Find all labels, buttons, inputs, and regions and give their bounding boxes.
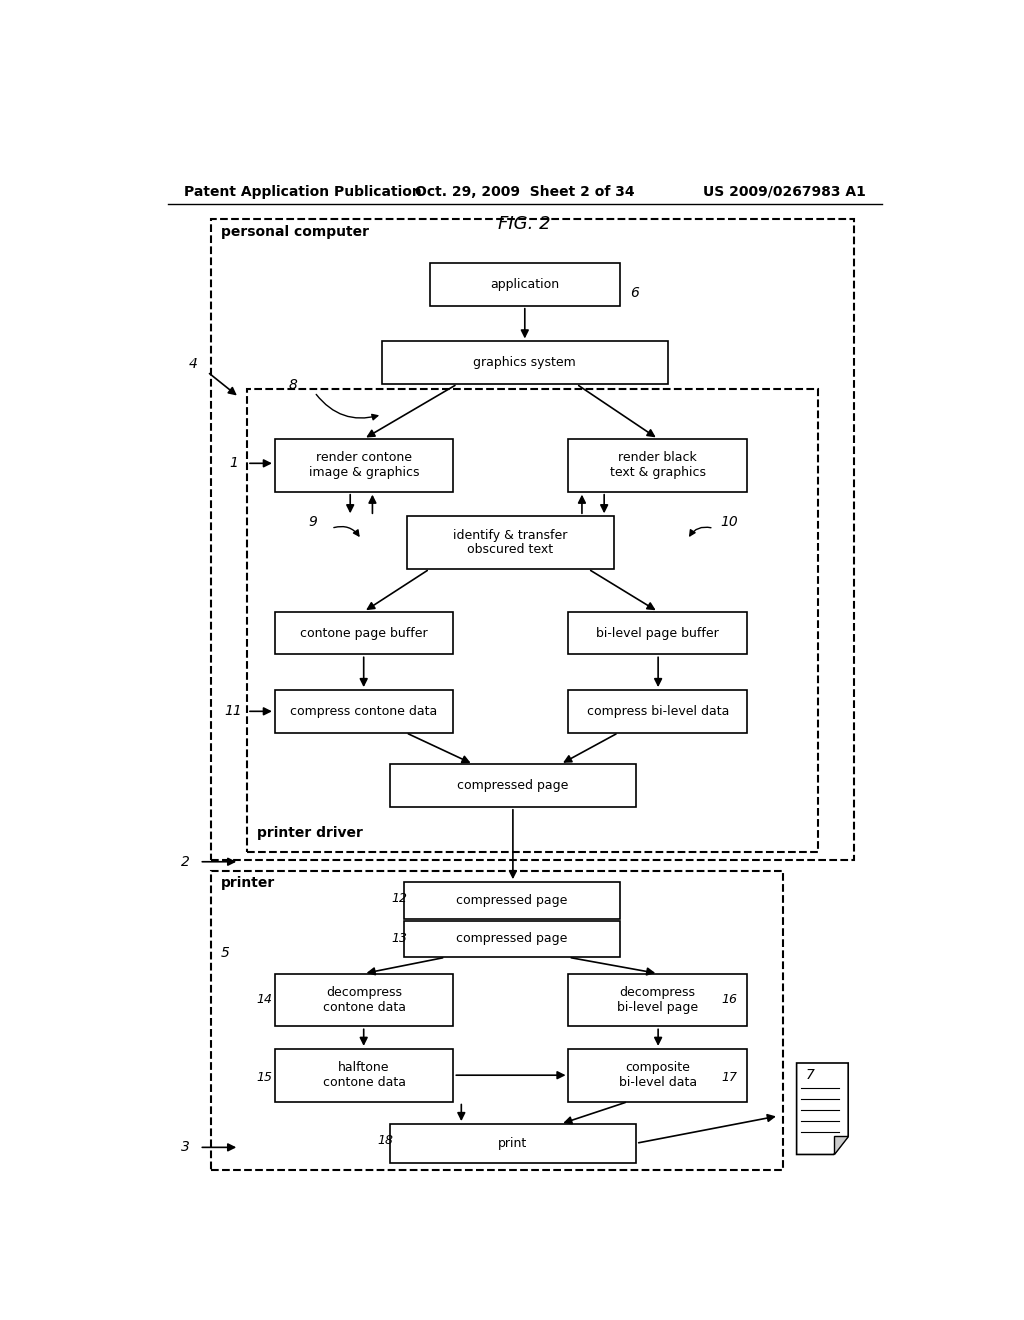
Text: contone data: contone data [323, 1001, 406, 1014]
Text: Oct. 29, 2009  Sheet 2 of 34: Oct. 29, 2009 Sheet 2 of 34 [415, 185, 635, 199]
Text: halftone: halftone [338, 1061, 390, 1074]
Text: compress bi-level data: compress bi-level data [587, 705, 729, 718]
Text: printer: printer [221, 876, 275, 890]
Text: contone data: contone data [323, 1076, 406, 1089]
FancyBboxPatch shape [568, 974, 748, 1027]
Text: 14: 14 [256, 994, 272, 1006]
Text: image & graphics: image & graphics [309, 466, 420, 479]
Text: graphics system: graphics system [473, 356, 577, 370]
FancyBboxPatch shape [404, 921, 620, 957]
FancyBboxPatch shape [390, 764, 636, 807]
Text: 17: 17 [722, 1071, 737, 1084]
Text: print: print [499, 1137, 527, 1150]
FancyBboxPatch shape [568, 440, 748, 492]
FancyBboxPatch shape [274, 1049, 454, 1102]
FancyBboxPatch shape [568, 690, 748, 733]
Text: 12: 12 [391, 892, 408, 904]
Text: 13: 13 [391, 932, 408, 945]
FancyBboxPatch shape [274, 974, 454, 1027]
Text: Patent Application Publication: Patent Application Publication [183, 185, 421, 199]
Text: personal computer: personal computer [221, 224, 369, 239]
Text: bi-level data: bi-level data [618, 1076, 696, 1089]
Text: printer driver: printer driver [257, 826, 362, 841]
FancyBboxPatch shape [274, 611, 454, 655]
Text: bi-level page: bi-level page [617, 1001, 698, 1014]
Text: decompress: decompress [326, 986, 402, 999]
Text: text & graphics: text & graphics [609, 466, 706, 479]
Text: render contone: render contone [316, 451, 412, 465]
Text: render black: render black [618, 451, 697, 465]
Text: 11: 11 [224, 705, 242, 718]
Text: FIG. 2: FIG. 2 [499, 215, 551, 234]
FancyBboxPatch shape [404, 882, 620, 919]
Text: 2: 2 [180, 855, 189, 869]
Text: 15: 15 [256, 1071, 272, 1084]
Text: compressed page: compressed page [457, 779, 568, 792]
FancyBboxPatch shape [430, 263, 620, 306]
Text: 18: 18 [377, 1134, 393, 1147]
Text: application: application [490, 279, 559, 290]
Text: 10: 10 [720, 515, 737, 529]
FancyBboxPatch shape [568, 611, 748, 655]
Text: 9: 9 [308, 515, 317, 529]
Polygon shape [797, 1063, 848, 1155]
Text: compress contone data: compress contone data [291, 705, 437, 718]
Text: bi-level page buffer: bi-level page buffer [596, 627, 719, 640]
FancyBboxPatch shape [408, 516, 613, 569]
FancyBboxPatch shape [382, 342, 668, 384]
Text: 5: 5 [220, 946, 229, 960]
Polygon shape [834, 1137, 848, 1155]
FancyBboxPatch shape [274, 440, 454, 492]
Text: compressed page: compressed page [457, 894, 567, 907]
Text: 16: 16 [722, 994, 737, 1006]
FancyBboxPatch shape [390, 1125, 636, 1163]
Text: 6: 6 [630, 285, 639, 300]
Text: identify & transfer: identify & transfer [454, 529, 567, 541]
FancyBboxPatch shape [568, 1049, 748, 1102]
FancyBboxPatch shape [274, 690, 454, 733]
Text: 7: 7 [806, 1068, 815, 1082]
Text: 3: 3 [180, 1140, 189, 1155]
Text: contone page buffer: contone page buffer [300, 627, 428, 640]
Text: composite: composite [626, 1061, 690, 1074]
Text: 8: 8 [289, 378, 298, 392]
Text: US 2009/0267983 A1: US 2009/0267983 A1 [703, 185, 866, 199]
Text: obscured text: obscured text [467, 544, 554, 557]
Text: compressed page: compressed page [457, 932, 567, 945]
Text: 4: 4 [188, 356, 198, 371]
Text: decompress: decompress [620, 986, 695, 999]
Text: 1: 1 [229, 457, 238, 470]
